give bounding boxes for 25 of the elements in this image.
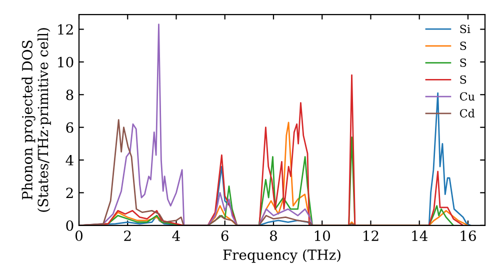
legend-label: S <box>460 75 466 84</box>
legend-label: Cd <box>460 108 475 118</box>
legend-label: S <box>460 58 466 67</box>
y-tick-label: 6 <box>66 122 74 133</box>
x-tick-label: 2 <box>124 230 131 241</box>
x-tick-label: 8 <box>270 230 277 242</box>
legend-label: Cu <box>460 92 475 101</box>
x-tick-label: 0 <box>75 230 82 242</box>
x-tick-label: 10 <box>314 230 330 242</box>
legend-label: S <box>460 42 466 50</box>
y-tick-label: 4 <box>66 154 74 166</box>
x-tick-label: 12 <box>364 230 378 241</box>
y-tick-label: 2 <box>66 188 73 198</box>
x-axis-title: Frequency (THz) <box>223 249 340 263</box>
x-tick-label: 4 <box>172 230 180 241</box>
line-series <box>79 119 356 226</box>
y-axis-title: Phonon projected DOS (States/THz·primitive cell) <box>22 28 51 212</box>
x-tick-label: 16 <box>460 230 476 242</box>
y-tick-label: 12 <box>58 24 73 35</box>
legend-label: Si <box>460 24 470 34</box>
y-tick-label: 0 <box>66 220 74 231</box>
x-tick-label: 6 <box>221 230 228 242</box>
y-tick-label: 10 <box>58 56 74 68</box>
y-tick-label: 8 <box>66 90 74 100</box>
x-tick-label: 14 <box>412 230 428 241</box>
